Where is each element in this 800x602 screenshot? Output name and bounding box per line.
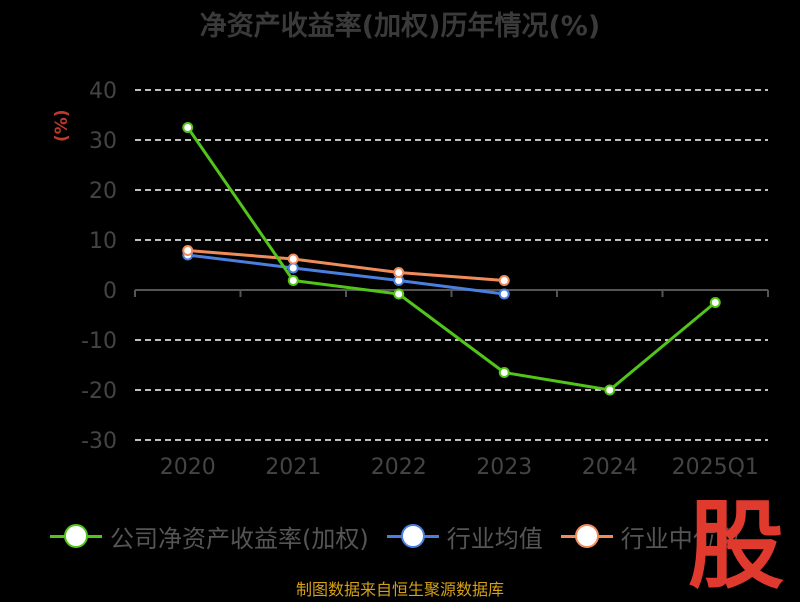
y-tick-label: 20 xyxy=(89,179,117,204)
y-tick-label: 10 xyxy=(89,229,117,254)
y-tick-label: 30 xyxy=(89,129,117,154)
x-tick-label: 2024 xyxy=(582,455,638,480)
series-line xyxy=(187,249,505,282)
legend-label-industry-average: 行业均值 xyxy=(446,524,543,553)
x-tick-label: 2025Q1 xyxy=(672,455,759,480)
legend-item-industry-median[interactable]: 行业中位数 xyxy=(560,519,741,554)
series-line xyxy=(187,253,505,296)
y-tick-label: 0 xyxy=(103,279,117,304)
legend-label-industry-median: 行业中位数 xyxy=(620,524,741,553)
data-point xyxy=(709,297,721,308)
x-tick-label: 2023 xyxy=(476,455,532,480)
legend-swatch-company xyxy=(50,524,102,548)
data-point xyxy=(498,367,510,378)
data-point xyxy=(393,267,405,278)
legend-item-industry-average[interactable]: 行业均值 xyxy=(386,519,543,554)
data-point xyxy=(498,275,510,286)
data-point xyxy=(287,275,299,286)
data-point xyxy=(182,245,194,256)
data-point xyxy=(604,384,616,396)
x-tick-label: 2021 xyxy=(265,455,321,480)
x-tick-label: 2020 xyxy=(160,455,216,480)
x-tick-label: 2022 xyxy=(371,455,427,480)
y-tick-label: -30 xyxy=(81,429,117,454)
y-tick-label: -20 xyxy=(81,379,117,404)
data-point xyxy=(393,288,405,300)
series-line xyxy=(186,126,717,392)
data-source-note: 制图数据来自恒生聚源数据库 xyxy=(295,580,504,599)
data-point xyxy=(287,262,299,274)
legend-swatch-industry-average xyxy=(386,524,439,548)
y-tick-label: -10 xyxy=(81,329,117,354)
chart-title: 净资产收益率(加权)历年情况(%) xyxy=(199,11,601,42)
legend: 公司净资产收益率(加权) 行业均值 行业中位数 xyxy=(50,518,750,554)
brand-logo: 股 xyxy=(688,490,784,602)
data-point xyxy=(287,253,299,265)
data-point xyxy=(182,122,194,133)
legend-label-company: 公司净资产收益率(加权) xyxy=(110,524,369,553)
legend-swatch-industry-median xyxy=(560,524,613,548)
y-tick-label: 40 xyxy=(89,79,117,104)
data-point xyxy=(498,288,510,300)
legend-item-company[interactable]: 公司净资产收益率(加权) xyxy=(50,519,369,554)
